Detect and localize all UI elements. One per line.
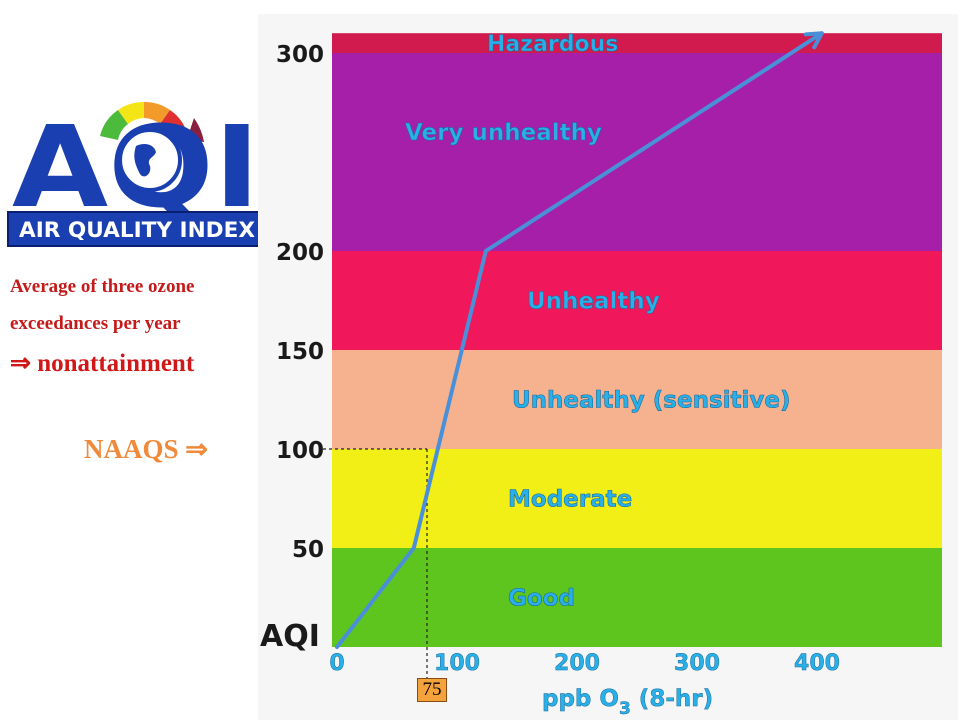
y-tick-100: 100: [276, 438, 324, 464]
marker-75-label: 75: [417, 678, 447, 702]
note-line-1: Average of three ozone: [10, 276, 195, 297]
zone-label-moderate: Moderate: [508, 487, 632, 513]
y-tick-labels: 50 100 150 200 300: [276, 42, 324, 563]
nonattainment-note: ⇒ nonattainment: [10, 350, 195, 377]
line-arrowhead: [803, 31, 824, 50]
zone-label-unhealthy-sensitive: Unhealthy (sensitive): [512, 388, 791, 414]
zone-label-unhealthy: Unhealthy: [527, 289, 660, 315]
x-axis-title-sub: 3: [619, 699, 631, 719]
x-axis-title-rest: (8-hr): [631, 686, 713, 712]
x-tick-0: 0: [329, 651, 344, 676]
x-tick-400: 400: [794, 651, 840, 676]
zone-label-hazardous: Hazardous: [487, 32, 618, 57]
aqi-zones: [332, 33, 942, 647]
logo-band-text: AIR QUALITY INDEX: [19, 218, 255, 242]
zone-good: [332, 548, 942, 647]
y-tick-200: 200: [276, 240, 324, 266]
series-line: [335, 31, 824, 649]
zone-unhealthy-sensitive: [332, 350, 942, 449]
x-axis-title-main: ppb O: [542, 686, 619, 712]
color-gauge-arc: [100, 101, 204, 142]
aqi-logo: AQI AIR QUALITY INDEX: [7, 101, 267, 247]
x-tick-100: 100: [434, 651, 480, 676]
x-tick-200: 200: [554, 651, 600, 676]
ozone-aqi-line: [335, 31, 824, 649]
globe-icon: [118, 128, 182, 192]
x-tick-labels: 0 100 200 300 400: [329, 651, 840, 677]
x-axis-title: ppb O3 (8-hr): [542, 686, 713, 719]
note-line-2: exceedances per year: [10, 313, 181, 334]
naaqs-label: NAAQS ⇒: [84, 434, 208, 464]
zone-label-good: Good: [508, 586, 575, 612]
zone-unhealthy: [332, 251, 942, 350]
zone-labels: Good Moderate Unhealthy (sensitive) Unhealt…: [405, 32, 791, 612]
y-tick-300: 300: [276, 42, 324, 68]
y-axis-title: AQI: [260, 619, 320, 654]
zone-hazardous: [332, 33, 942, 53]
x-tick-300: 300: [674, 651, 720, 676]
y-tick-50: 50: [292, 537, 324, 563]
zone-label-very-unhealthy: Very unhealthy: [405, 120, 602, 146]
y-tick-150: 150: [276, 339, 324, 365]
zone-moderate: [332, 449, 942, 548]
